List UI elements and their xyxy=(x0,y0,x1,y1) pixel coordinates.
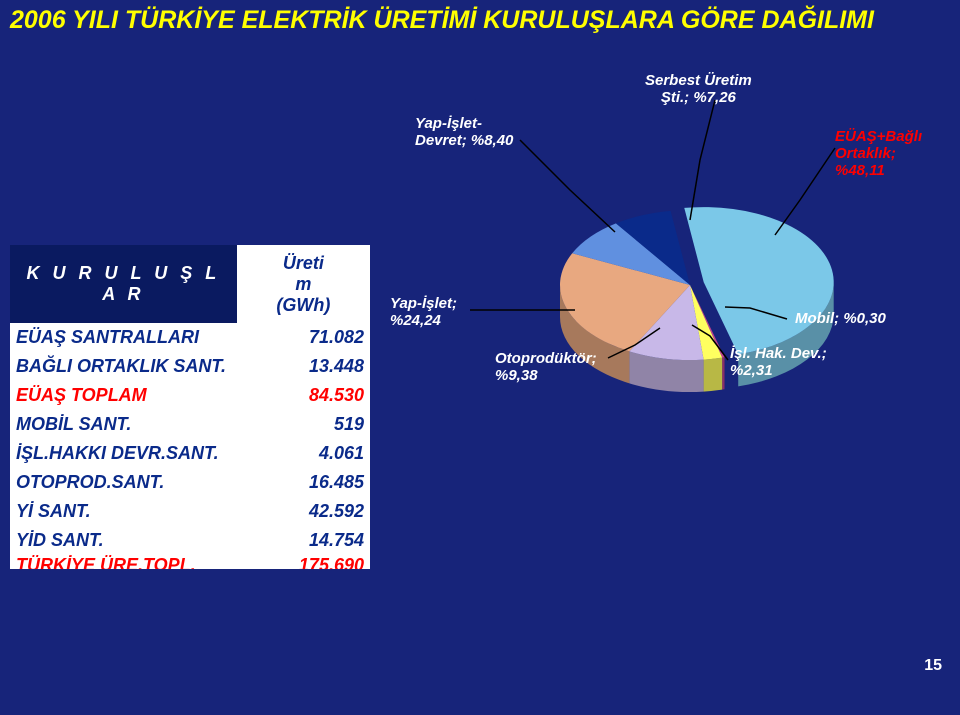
row-label: MOBİL SANT. xyxy=(10,410,237,439)
pie-label: Mobil; %0,30 xyxy=(795,310,886,327)
leader-line xyxy=(520,140,615,232)
row-value: 71.082 xyxy=(237,323,370,352)
leader-line xyxy=(775,148,835,235)
table-row: TÜRKİYE ÜRE.TOPL.175.690 xyxy=(10,555,370,569)
leader-line xyxy=(608,328,660,358)
table-row: OTOPROD.SANT.16.485 xyxy=(10,468,370,497)
hdr-r3: (GWh) xyxy=(276,295,330,315)
table-row: EÜAŞ SANTRALLARI71.082 xyxy=(10,323,370,352)
table-row: Yİ SANT.42.592 xyxy=(10,497,370,526)
leader-line xyxy=(690,100,715,220)
row-value: 14.754 xyxy=(237,526,370,555)
pie-label: Yap-İşlet;%24,24 xyxy=(390,295,457,329)
table-row: EÜAŞ TOPLAM84.530 xyxy=(10,381,370,410)
table-header-row: K U R U L U Ş L A R Üreti m (GWh) xyxy=(10,245,370,323)
hdr-r1: Üreti xyxy=(283,253,324,273)
row-value: 84.530 xyxy=(237,381,370,410)
production-table: K U R U L U Ş L A R Üreti m (GWh) EÜAŞ S… xyxy=(10,245,370,569)
row-value: 16.485 xyxy=(237,468,370,497)
page-title: 2006 YILI TÜRKİYE ELEKTRİK ÜRETİMİ KURUL… xyxy=(10,6,874,35)
row-label: OTOPROD.SANT. xyxy=(10,468,237,497)
pie-label: Yap-İşlet-Devret; %8,40 xyxy=(415,115,513,149)
hdr-r2: m xyxy=(295,274,311,294)
pie-label: Serbest ÜretimŞti.; %7,26 xyxy=(645,72,752,106)
row-value: 519 xyxy=(237,410,370,439)
pie-label: İşl. Hak. Dev.;%2,31 xyxy=(730,345,827,379)
row-label: Yİ SANT. xyxy=(10,497,237,526)
row-value: 175.690 xyxy=(237,555,370,569)
row-value: 42.592 xyxy=(237,497,370,526)
table-header-right: Üreti m (GWh) xyxy=(237,245,370,323)
table-row: İŞL.HAKKI DEVR.SANT.4.061 xyxy=(10,439,370,468)
row-label: İŞL.HAKKI DEVR.SANT. xyxy=(10,439,237,468)
page-number: 15 xyxy=(924,657,942,675)
table-row: YİD SANT.14.754 xyxy=(10,526,370,555)
leader-line xyxy=(692,325,728,360)
row-label: YİD SANT. xyxy=(10,526,237,555)
pie-label: Otoprodüktör;%9,38 xyxy=(495,350,597,384)
row-value: 4.061 xyxy=(237,439,370,468)
row-value: 13.448 xyxy=(237,352,370,381)
table-row: BAĞLI ORTAKLIK SANT.13.448 xyxy=(10,352,370,381)
row-label: EÜAŞ TOPLAM xyxy=(10,381,237,410)
header-left-text: K U R U L U Ş L A R xyxy=(27,263,221,304)
pie-chart: EÜAŞ+BağlıOrtaklık;%48,11 Mobil; %0,30 İşl… xyxy=(380,60,950,540)
row-label: TÜRKİYE ÜRE.TOPL. xyxy=(10,555,237,569)
row-label: EÜAŞ SANTRALLARI xyxy=(10,323,237,352)
table-row: MOBİL SANT.519 xyxy=(10,410,370,439)
row-label: BAĞLI ORTAKLIK SANT. xyxy=(10,352,237,381)
pie-label: EÜAŞ+BağlıOrtaklık;%48,11 xyxy=(835,128,922,179)
table-header-left: K U R U L U Ş L A R xyxy=(10,245,237,323)
leader-line xyxy=(725,307,787,319)
